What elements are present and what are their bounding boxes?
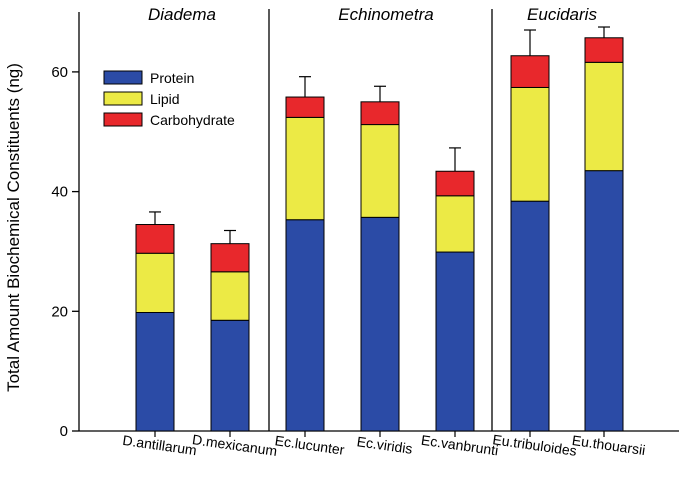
group-label: Eucidaris <box>527 5 597 24</box>
bar-segment <box>360 216 400 432</box>
y-axis-label: Total Amount Biochemical Constituents (n… <box>4 63 23 392</box>
bar-segment <box>285 116 325 221</box>
bar-segment <box>360 124 400 218</box>
y-tick-label: 20 <box>51 303 68 320</box>
bar-segment <box>435 251 475 432</box>
legend: Protein Lipid Carbohydrate <box>103 70 235 128</box>
x-tick-label: Ec.viridis <box>356 433 414 457</box>
bar-segment <box>210 271 250 321</box>
x-tick-label: Ec.lucunter <box>274 432 346 458</box>
axes: 0 20 40 60 Total Amount Biochemical Constitu… <box>4 12 679 440</box>
legend-swatch <box>103 70 143 85</box>
legend-swatch <box>103 112 143 127</box>
bar-segment <box>510 55 550 88</box>
y-tick-label: 0 <box>60 423 68 440</box>
bar-segment <box>135 252 175 313</box>
bar-segment <box>510 86 550 202</box>
bar-segment <box>360 101 400 126</box>
y-tick-label: 60 <box>51 64 68 81</box>
legend-label: Lipid <box>150 91 180 107</box>
group-dividers: Diadema Echinometra Eucidaris <box>148 5 597 431</box>
x-tick-label: D.antillarum <box>122 432 198 458</box>
x-tick-label: Eu.tribuloides <box>492 431 578 459</box>
bar-segment <box>285 219 325 432</box>
group-label: Echinometra <box>338 5 433 24</box>
legend-label: Protein <box>150 70 194 86</box>
x-tick-label: D.mexicanum <box>191 431 278 459</box>
legend-swatch <box>103 91 143 106</box>
bar-segment <box>584 170 624 432</box>
bar-segment <box>135 311 175 432</box>
error-bars <box>149 26 610 244</box>
bar-segment <box>210 319 250 432</box>
y-tick-label: 40 <box>51 184 68 201</box>
bar-segment <box>285 96 325 118</box>
bar-segment <box>435 195 475 253</box>
x-tick-label: Ec.vanbrunti <box>420 432 499 459</box>
x-tick-label: Eu.thouarsii <box>571 432 646 458</box>
bar-segment <box>584 37 624 63</box>
bar-segment <box>510 200 550 432</box>
bar-segment <box>435 170 475 197</box>
bar-segment <box>135 224 175 254</box>
bar-segment <box>210 243 250 273</box>
legend-label: Carbohydrate <box>150 112 235 128</box>
group-label: Diadema <box>148 5 216 24</box>
bars <box>135 37 624 432</box>
bar-segment <box>584 61 624 172</box>
